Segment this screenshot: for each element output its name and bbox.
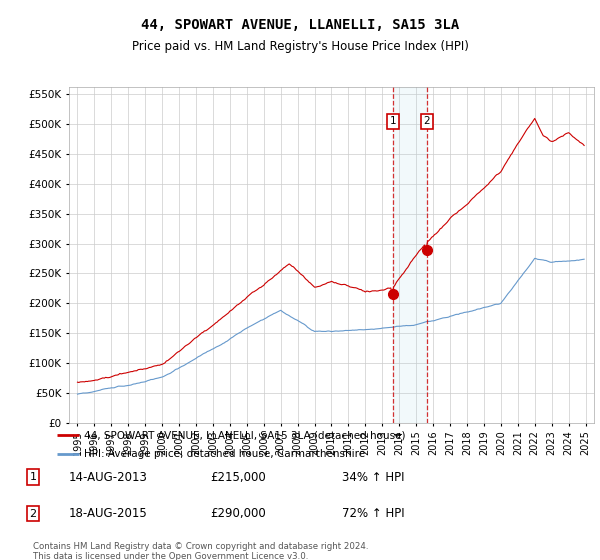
Text: 44, SPOWART AVENUE, LLANELLI, SA15 3LA: 44, SPOWART AVENUE, LLANELLI, SA15 3LA xyxy=(141,18,459,32)
Text: 72% ↑ HPI: 72% ↑ HPI xyxy=(342,507,404,520)
Text: Contains HM Land Registry data © Crown copyright and database right 2024.
This d: Contains HM Land Registry data © Crown c… xyxy=(33,542,368,560)
Text: 34% ↑ HPI: 34% ↑ HPI xyxy=(342,470,404,484)
Text: £215,000: £215,000 xyxy=(210,470,266,484)
Text: 14-AUG-2013: 14-AUG-2013 xyxy=(69,470,148,484)
Bar xyxy=(393,87,427,423)
Text: Price paid vs. HM Land Registry's House Price Index (HPI): Price paid vs. HM Land Registry's House … xyxy=(131,40,469,53)
Text: 18-AUG-2015: 18-AUG-2015 xyxy=(69,507,148,520)
Text: 44, SPOWART AVENUE, LLANELLI, SA15 3LA (detached house): 44, SPOWART AVENUE, LLANELLI, SA15 3LA (… xyxy=(84,430,406,440)
Text: 1: 1 xyxy=(389,116,396,126)
Text: 2: 2 xyxy=(29,508,37,519)
Text: £290,000: £290,000 xyxy=(210,507,266,520)
Text: 2: 2 xyxy=(424,116,430,126)
Text: HPI: Average price, detached house, Carmarthenshire: HPI: Average price, detached house, Carm… xyxy=(84,449,365,459)
Text: 1: 1 xyxy=(29,472,37,482)
